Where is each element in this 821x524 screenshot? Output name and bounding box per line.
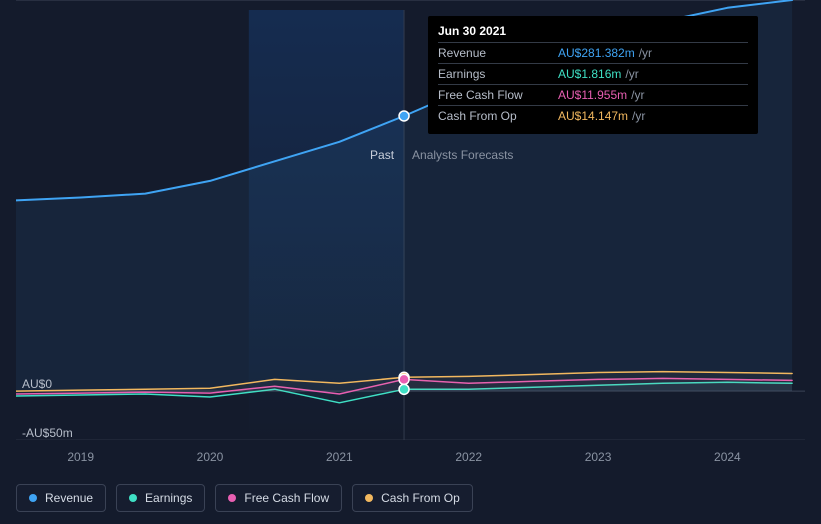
tooltip-metric-value: AU$1.816m/yr — [558, 64, 748, 85]
x-axis-label: 2019 — [67, 450, 94, 464]
tooltip-unit: /yr — [621, 67, 638, 81]
chart-tooltip: Jun 30 2021 RevenueAU$281.382m/yrEarning… — [428, 16, 758, 134]
x-axis-label: 2023 — [585, 450, 612, 464]
tooltip-row: Free Cash FlowAU$11.955m/yr — [438, 85, 748, 106]
chart-legend: Revenue Earnings Free Cash Flow Cash From O… — [16, 484, 473, 512]
legend-item-fcf[interactable]: Free Cash Flow — [215, 484, 342, 512]
tooltip-metric-value: AU$11.955m/yr — [558, 85, 748, 106]
legend-item-revenue[interactable]: Revenue — [16, 484, 106, 512]
tooltip-metric-label: Revenue — [438, 43, 558, 64]
tooltip-row: Cash From OpAU$14.147m/yr — [438, 106, 748, 127]
tooltip-metric-value: AU$281.382m/yr — [558, 43, 748, 64]
tooltip-metric-value: AU$14.147m/yr — [558, 106, 748, 127]
x-axis-label: 2022 — [455, 450, 482, 464]
tooltip-metric-label: Earnings — [438, 64, 558, 85]
x-axis-label: 2024 — [714, 450, 741, 464]
tooltip-row: EarningsAU$1.816m/yr — [438, 64, 748, 85]
legend-dot-icon — [129, 494, 137, 502]
y-axis-label: -AU$50m — [22, 426, 73, 440]
legend-dot-icon — [29, 494, 37, 502]
tooltip-unit: /yr — [628, 109, 645, 123]
region-label-forecast: Analysts Forecasts — [412, 148, 513, 162]
tooltip-unit: /yr — [627, 88, 644, 102]
region-label-past: Past — [370, 148, 394, 162]
tooltip-metric-label: Free Cash Flow — [438, 85, 558, 106]
tooltip-metric-label: Cash From Op — [438, 106, 558, 127]
legend-label: Revenue — [45, 491, 93, 505]
legend-label: Cash From Op — [381, 491, 460, 505]
legend-item-cfo[interactable]: Cash From Op — [352, 484, 473, 512]
y-axis-label: AU$0 — [22, 377, 52, 391]
legend-dot-icon — [228, 494, 236, 502]
legend-item-earnings[interactable]: Earnings — [116, 484, 205, 512]
legend-label: Free Cash Flow — [244, 491, 329, 505]
tooltip-row: RevenueAU$281.382m/yr — [438, 43, 748, 64]
x-axis-label: 2021 — [326, 450, 353, 464]
legend-label: Earnings — [145, 491, 192, 505]
x-axis-label: 2020 — [197, 450, 224, 464]
tooltip-date: Jun 30 2021 — [438, 24, 748, 38]
tooltip-table: RevenueAU$281.382m/yrEarningsAU$1.816m/y… — [438, 42, 748, 126]
tooltip-unit: /yr — [635, 46, 652, 60]
legend-dot-icon — [365, 494, 373, 502]
